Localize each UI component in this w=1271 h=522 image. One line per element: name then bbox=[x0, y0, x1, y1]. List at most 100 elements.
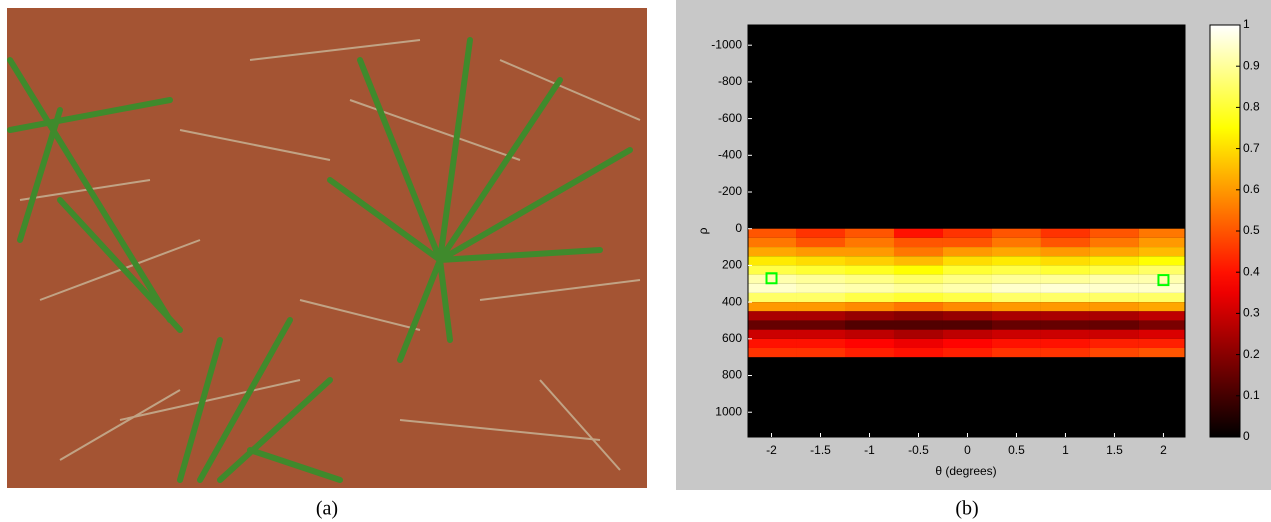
y-tick-label: -400 bbox=[718, 147, 742, 161]
heat-cell bbox=[1040, 338, 1090, 348]
heat-cell bbox=[1040, 237, 1090, 248]
y-axis-label: ρ bbox=[696, 227, 710, 234]
heat-cell bbox=[748, 311, 797, 321]
colorbar-tick-label: 0.1 bbox=[1243, 388, 1260, 402]
heat-cell bbox=[1138, 292, 1185, 303]
heat-cell bbox=[796, 292, 846, 303]
heat-cell bbox=[1138, 320, 1185, 330]
heat-cell bbox=[845, 265, 894, 275]
heat-cell bbox=[748, 265, 797, 275]
heat-cell bbox=[1040, 320, 1090, 330]
heat-cell bbox=[1089, 247, 1139, 257]
heat-cell bbox=[942, 228, 992, 238]
colorbar-tick-label: 0.6 bbox=[1243, 182, 1260, 196]
heat-cell bbox=[991, 338, 1041, 348]
heat-cell bbox=[796, 256, 846, 266]
heat-cell bbox=[796, 228, 846, 238]
colorbar-tick-label: 0.5 bbox=[1243, 223, 1260, 237]
heat-cell bbox=[893, 311, 943, 321]
heat-cell bbox=[942, 302, 992, 312]
heat-cell bbox=[748, 283, 797, 293]
caption: (a) bbox=[316, 498, 338, 520]
heat-cell bbox=[893, 228, 943, 238]
y-tick-label: 1000 bbox=[715, 404, 742, 418]
heat-cell bbox=[796, 320, 846, 330]
y-tick-label: 400 bbox=[722, 294, 742, 308]
marker bbox=[1157, 274, 1170, 287]
heat-cell bbox=[1138, 283, 1185, 293]
y-tick-label: -600 bbox=[718, 111, 742, 125]
heat-cell bbox=[796, 338, 846, 348]
heat-cell bbox=[748, 237, 797, 248]
colorbar-tick-label: 0.2 bbox=[1243, 347, 1260, 361]
heat-cell bbox=[1089, 256, 1139, 266]
heat-cell bbox=[893, 338, 943, 348]
heat-cell bbox=[942, 237, 992, 248]
y-tick-label: 0 bbox=[735, 221, 742, 235]
colorbar bbox=[1209, 24, 1241, 438]
heat-cell bbox=[845, 329, 894, 339]
heat-cell bbox=[796, 247, 846, 257]
heat-cell bbox=[893, 320, 943, 330]
heat-cell bbox=[991, 237, 1041, 248]
heat-cell bbox=[1089, 228, 1139, 238]
heat-cell bbox=[942, 256, 992, 266]
heat-cell bbox=[991, 292, 1041, 303]
plot-frame bbox=[747, 24, 1186, 438]
heat-cell bbox=[796, 265, 846, 275]
heat-cell bbox=[942, 320, 992, 330]
heat-cell bbox=[1089, 283, 1139, 293]
heat-cell bbox=[893, 237, 943, 248]
y-tick-label: -200 bbox=[718, 184, 742, 198]
heat-cell bbox=[796, 302, 846, 312]
heat-cell bbox=[1040, 347, 1090, 358]
heat-cell bbox=[942, 329, 992, 339]
heat-cell bbox=[991, 302, 1041, 312]
heat-cell bbox=[893, 256, 943, 266]
heat-cell bbox=[1089, 274, 1139, 284]
heat-cell bbox=[796, 274, 846, 284]
y-tick-label: -1000 bbox=[711, 37, 742, 51]
heat-cell bbox=[796, 283, 846, 293]
heat-cell bbox=[748, 274, 797, 284]
heat-cell bbox=[748, 292, 797, 303]
heat-cell bbox=[748, 302, 797, 312]
heat-cell bbox=[1138, 311, 1185, 321]
heat-cell bbox=[893, 247, 943, 257]
x-tick-label: 0 bbox=[964, 443, 971, 457]
heat-cell bbox=[942, 265, 992, 275]
x-tick-label: 0.5 bbox=[1008, 443, 1025, 457]
caption: (b) bbox=[955, 498, 978, 520]
heat-cell bbox=[845, 320, 894, 330]
colorbar-tick-label: 0 bbox=[1243, 429, 1250, 443]
heat-cell bbox=[1138, 237, 1185, 248]
colorbar-tick-label: 0.7 bbox=[1243, 141, 1260, 155]
heat-cell bbox=[748, 320, 797, 330]
heat-cell bbox=[1040, 247, 1090, 257]
heat-cell bbox=[1089, 311, 1139, 321]
heat-cell bbox=[1040, 292, 1090, 303]
heat-cell bbox=[1138, 247, 1185, 257]
heat-cell bbox=[991, 247, 1041, 257]
heat-cell bbox=[1138, 228, 1185, 238]
colorbar-tick-label: 0.3 bbox=[1243, 306, 1260, 320]
colorbar-tick-label: 0.8 bbox=[1243, 100, 1260, 114]
heat-cell bbox=[1138, 302, 1185, 312]
x-axis-label: θ (degrees) bbox=[935, 464, 996, 478]
x-tick-label: -1.5 bbox=[810, 443, 831, 457]
heat-cell bbox=[796, 329, 846, 339]
heat-cell bbox=[991, 329, 1041, 339]
heat-cell bbox=[942, 292, 992, 303]
heat-cell bbox=[942, 347, 992, 358]
heat-cell bbox=[748, 247, 797, 257]
heat-cell bbox=[942, 274, 992, 284]
heat-cell bbox=[1138, 329, 1185, 339]
heat-cell bbox=[796, 347, 846, 358]
heat-cell bbox=[1089, 292, 1139, 303]
heat-cell bbox=[748, 256, 797, 266]
heat-cell bbox=[845, 292, 894, 303]
heat-cell bbox=[991, 311, 1041, 321]
y-tick-label: 800 bbox=[722, 368, 742, 382]
